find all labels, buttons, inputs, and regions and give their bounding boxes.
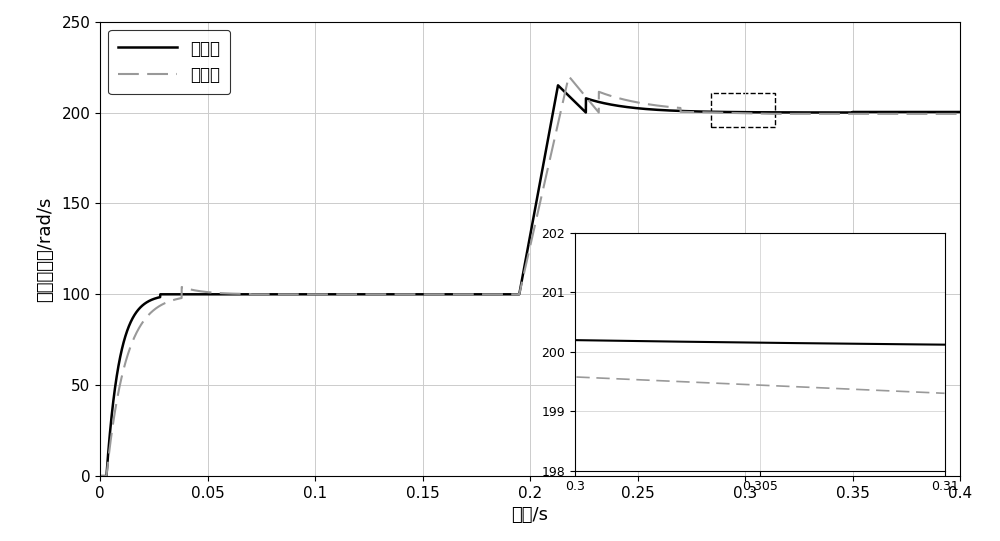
估计値 (640, 101, 652, 107)
估计値 (405, 291, 417, 298)
Y-axis label: 转子角速度/rad/s: 转子角速度/rad/s (36, 196, 54, 301)
估计値 (94, 473, 106, 479)
实际値 (405, 291, 417, 298)
实际値 (137, 301, 149, 308)
Legend: 实际値, 估计値: 实际値, 估计値 (108, 30, 230, 94)
Line: 估计値: 估计値 (100, 76, 960, 476)
实际値 (954, 109, 966, 115)
Bar (711, 93, 775, 127)
实际値 (778, 109, 790, 116)
估计値 (603, 92, 615, 98)
Line: 实际値: 实际値 (100, 85, 960, 476)
估计値 (778, 110, 790, 117)
实际値 (732, 109, 744, 115)
X-axis label: 时间/s: 时间/s (512, 506, 548, 524)
实际値 (552, 82, 564, 89)
估计値 (137, 318, 149, 325)
估计値 (732, 110, 744, 116)
估计値 (563, 73, 575, 80)
估计値 (954, 111, 966, 117)
实际値 (640, 106, 652, 113)
实际値 (603, 101, 615, 108)
实际値 (94, 473, 106, 479)
